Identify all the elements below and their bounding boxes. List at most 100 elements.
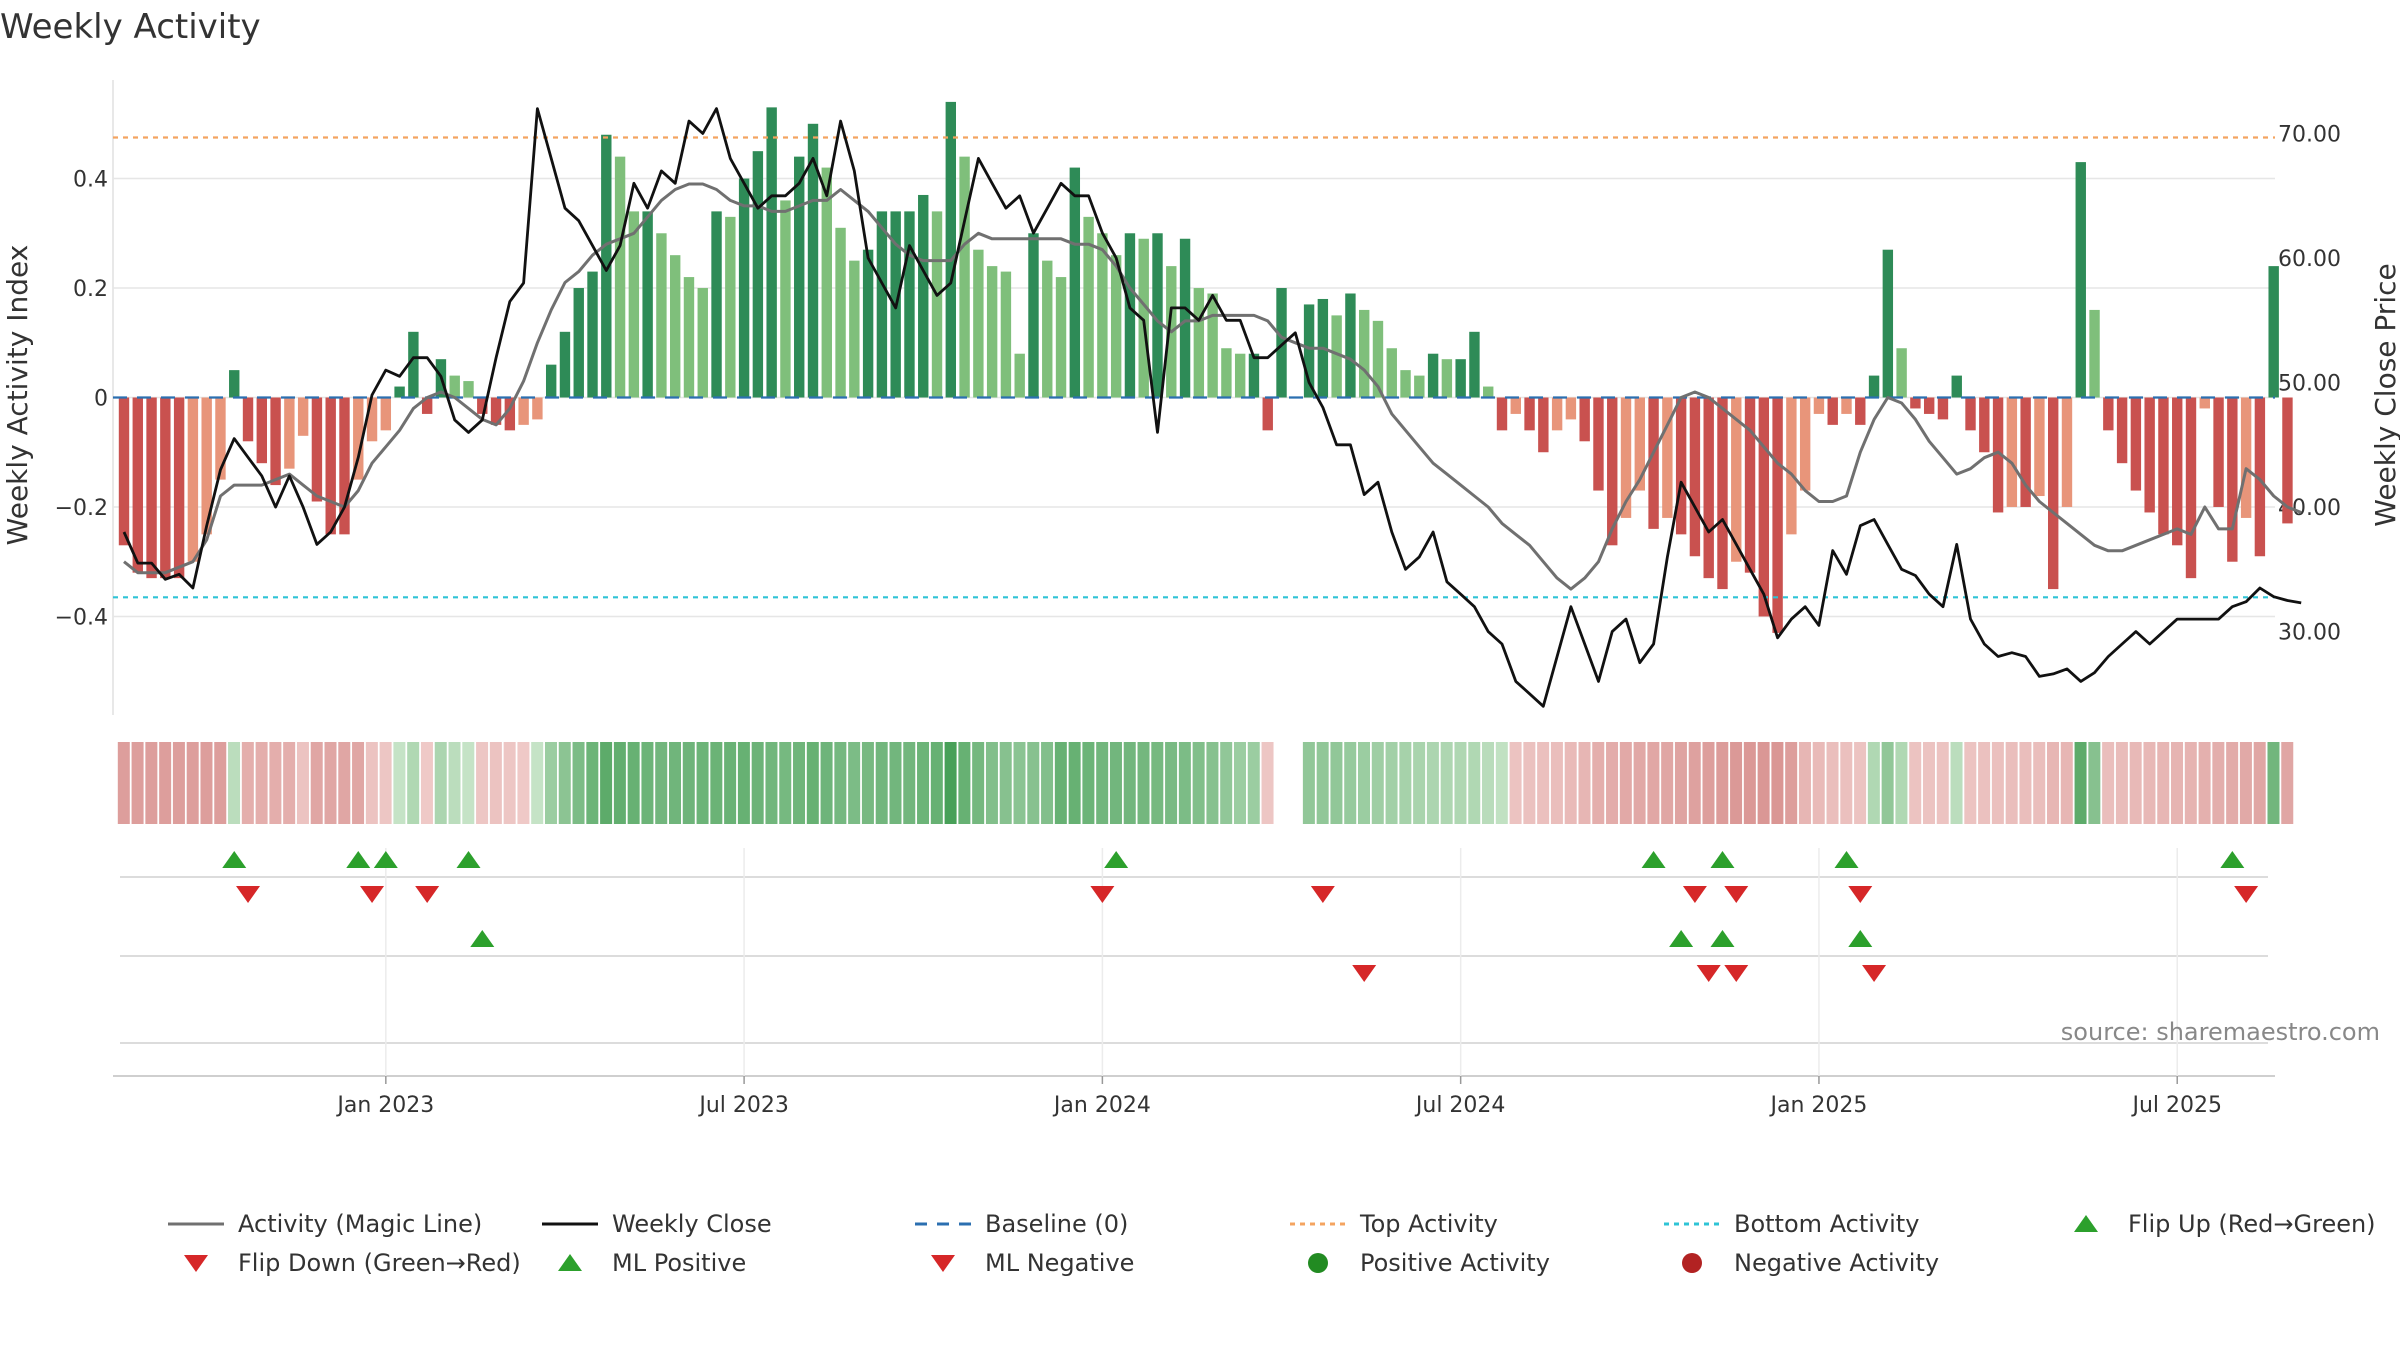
activity-bar bbox=[325, 397, 336, 535]
strip-cell bbox=[1109, 742, 1122, 824]
strip-cell bbox=[848, 742, 861, 824]
activity-bar bbox=[683, 277, 695, 398]
left-tick-label: 0.2 bbox=[73, 277, 108, 302]
strip-cell bbox=[1192, 742, 1205, 824]
activity-bar bbox=[1855, 397, 1866, 425]
activity-bar bbox=[931, 211, 943, 398]
strip-cell bbox=[214, 742, 227, 824]
left-axis-label: Weekly Activity Index bbox=[1, 245, 34, 546]
strip-cell bbox=[462, 742, 475, 824]
flip-up-marker bbox=[373, 851, 398, 868]
activity-bar bbox=[670, 255, 681, 398]
activity-bar bbox=[215, 397, 226, 480]
activity-bar bbox=[1868, 375, 1880, 398]
strip-cell bbox=[1482, 742, 1495, 824]
activity-bar bbox=[1772, 397, 1783, 633]
strip-cell bbox=[1881, 742, 1894, 824]
legend-swatch bbox=[2074, 1215, 2098, 1232]
activity-bar bbox=[2048, 397, 2059, 590]
legend-swatch bbox=[558, 1254, 582, 1271]
x-tick-label: Jan 2025 bbox=[1768, 1093, 1867, 1118]
strip-cell bbox=[1302, 742, 1315, 824]
activity-bar bbox=[380, 397, 392, 431]
strip-cell bbox=[737, 742, 750, 824]
strip-cell bbox=[2226, 742, 2239, 824]
strip-cell bbox=[1606, 742, 1619, 824]
flip-down-marker bbox=[236, 886, 261, 903]
strip-cell bbox=[1757, 742, 1770, 824]
strip-cell bbox=[958, 742, 971, 824]
ml-negative-marker bbox=[1696, 965, 1721, 982]
x-tick-label: Jan 2023 bbox=[335, 1093, 434, 1118]
activity-bar bbox=[780, 200, 791, 398]
strip-cell bbox=[1178, 742, 1191, 824]
flip-down-marker bbox=[1310, 886, 1335, 903]
legend-item: Activity (Magic Line) bbox=[168, 1210, 482, 1238]
strip-cell bbox=[1991, 742, 2004, 824]
activity-bar bbox=[408, 331, 419, 398]
activity-bar bbox=[421, 397, 433, 414]
activity-bar bbox=[1234, 353, 1246, 398]
strip-cell bbox=[2019, 742, 2032, 824]
right-tick-label: 70.00 bbox=[2278, 123, 2341, 148]
activity-bar bbox=[449, 375, 460, 398]
strip-cell bbox=[1922, 742, 1935, 824]
strip-cell bbox=[1096, 742, 1109, 824]
activity-bar bbox=[1634, 397, 1645, 491]
activity-bar bbox=[1331, 315, 1342, 398]
strip-cell bbox=[2212, 742, 2225, 824]
legend-label: Weekly Close bbox=[612, 1210, 772, 1238]
flip-down-marker bbox=[360, 886, 385, 903]
strip-cell bbox=[1509, 742, 1522, 824]
strip-cell bbox=[283, 742, 296, 824]
legend-label: Bottom Activity bbox=[1734, 1210, 1919, 1238]
strip-cell bbox=[448, 742, 461, 824]
strip-cell bbox=[2088, 742, 2101, 824]
strip-cell bbox=[200, 742, 213, 824]
strip-cell bbox=[655, 742, 668, 824]
strip-cell bbox=[1964, 742, 1977, 824]
activity-bar bbox=[490, 397, 502, 425]
activity-bar bbox=[1138, 238, 1149, 398]
flip-up-marker bbox=[1834, 851, 1859, 868]
strip-cell bbox=[1041, 742, 1054, 824]
activity-bar bbox=[1620, 397, 1632, 518]
strip-cell bbox=[1619, 742, 1632, 824]
strip-cell bbox=[834, 742, 847, 824]
strip-cell bbox=[1495, 742, 1508, 824]
activity-bar bbox=[463, 381, 474, 398]
strip-cell bbox=[1716, 742, 1729, 824]
flip-up-marker bbox=[2220, 851, 2245, 868]
activity-bar bbox=[559, 331, 571, 398]
activity-bar bbox=[1207, 293, 1218, 398]
activity-bars bbox=[118, 101, 2293, 633]
strip-cell bbox=[1936, 742, 1949, 824]
ml-positive-marker bbox=[1848, 930, 1873, 947]
activity-bar bbox=[1179, 238, 1191, 398]
strip-cell bbox=[1550, 742, 1563, 824]
activity-bar bbox=[587, 271, 598, 398]
flip-down-marker bbox=[415, 886, 440, 903]
legend-item: ML Negative bbox=[931, 1249, 1134, 1277]
activity-bar bbox=[270, 397, 281, 486]
series-lines bbox=[122, 107, 2302, 708]
strip-cell bbox=[1523, 742, 1536, 824]
strip-cell bbox=[2253, 742, 2266, 824]
activity-bar bbox=[1000, 271, 1012, 398]
strip-cell bbox=[724, 742, 737, 824]
activity-bar bbox=[394, 386, 405, 398]
activity-bar bbox=[1965, 397, 1976, 431]
activity-bar bbox=[738, 178, 750, 398]
strip-cell bbox=[489, 742, 502, 824]
strip-cell bbox=[1592, 742, 1605, 824]
strip-cell bbox=[228, 742, 241, 824]
flip-down-marker bbox=[1724, 886, 1749, 903]
flip-up-marker bbox=[456, 851, 481, 868]
strip-cell bbox=[972, 742, 985, 824]
activity-bar bbox=[1799, 397, 1811, 491]
activity-bar bbox=[986, 266, 998, 398]
right-axis-label: Weekly Close Price bbox=[2369, 263, 2400, 526]
ml-negative-marker bbox=[1352, 965, 1377, 982]
